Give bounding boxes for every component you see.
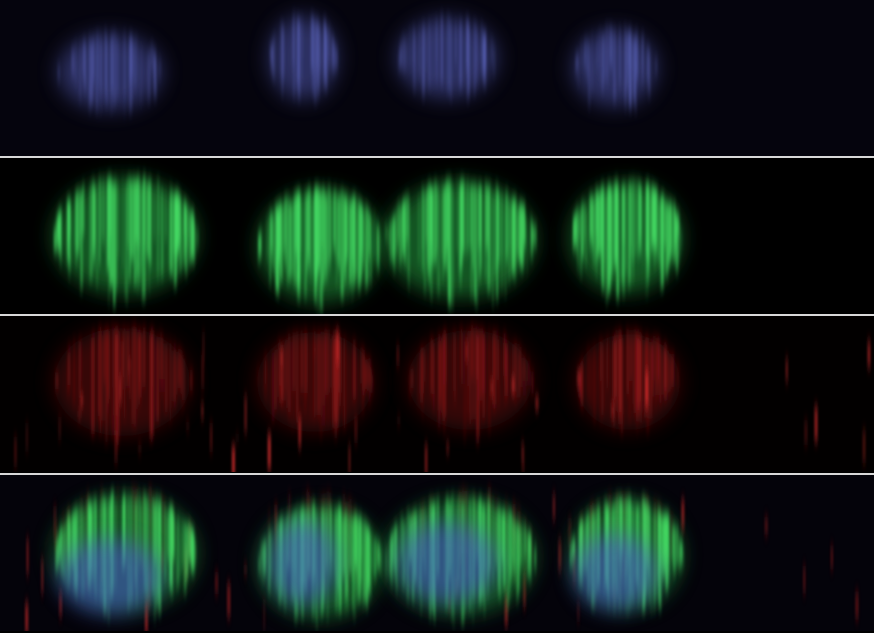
panel-divider (0, 473, 874, 475)
merged-channel-panel (0, 475, 874, 631)
panel-divider (0, 156, 874, 158)
green-channel-image (0, 158, 874, 314)
red-channel-panel (0, 316, 874, 472)
green-channel-panel (0, 158, 874, 314)
blue-channel-image (0, 0, 874, 156)
panel-divider (0, 314, 874, 316)
merge-channel-image (0, 475, 874, 631)
blue-channel-panel (0, 0, 874, 156)
red-channel-image (0, 316, 874, 472)
